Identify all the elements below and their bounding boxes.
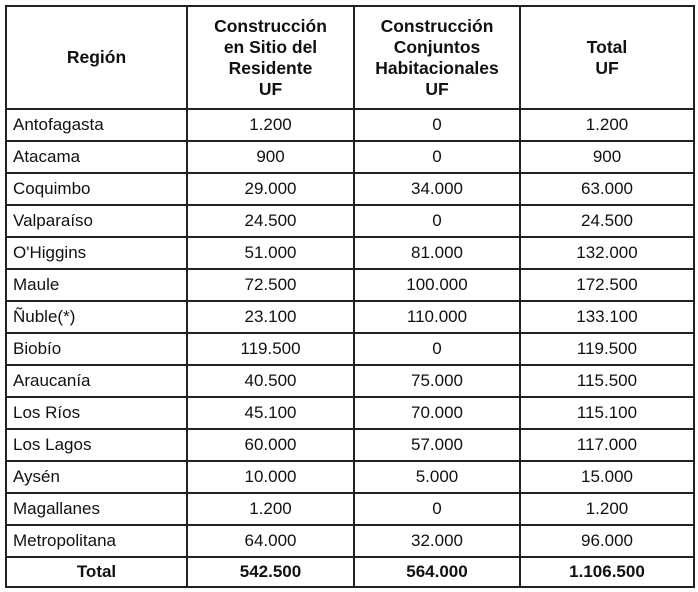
cell-region: Los Lagos [5, 428, 188, 462]
cell-region: Maule [5, 268, 188, 302]
table-row: Metropolitana 64.000 32.000 96.000 [5, 524, 695, 558]
cell-conjuntos: 0 [353, 140, 521, 174]
cell-sitio: 1.200 [186, 108, 355, 142]
cell-total: 15.000 [519, 460, 695, 494]
header-line: en Sitio del [223, 36, 318, 57]
cell-total: 96.000 [519, 524, 695, 558]
cell-region: Metropolitana [5, 524, 188, 558]
header-total: Total UF [519, 5, 695, 110]
cell-total: 132.000 [519, 236, 695, 270]
table-row: Ñuble(*) 23.100 110.000 133.100 [5, 300, 695, 334]
cell-sitio: 64.000 [186, 524, 355, 558]
cell-total: 133.100 [519, 300, 695, 334]
total-label: Total [5, 556, 188, 588]
cell-conjuntos: 81.000 [353, 236, 521, 270]
cell-sitio: 51.000 [186, 236, 355, 270]
header-conjuntos: Construcción Conjuntos Habitacionales UF [353, 5, 521, 110]
cell-sitio: 29.000 [186, 172, 355, 206]
cell-region: Aysén [5, 460, 188, 494]
header-sitio: Construcción en Sitio del Residente UF [186, 5, 355, 110]
cell-conjuntos: 70.000 [353, 396, 521, 430]
cell-sitio: 10.000 [186, 460, 355, 494]
cell-sitio: 45.100 [186, 396, 355, 430]
cell-conjuntos: 75.000 [353, 364, 521, 398]
cell-region: Antofagasta [5, 108, 188, 142]
header-line: Total [586, 36, 628, 57]
cell-conjuntos: 0 [353, 108, 521, 142]
cell-total: 115.100 [519, 396, 695, 430]
cell-total: 1.200 [519, 108, 695, 142]
cell-region: Valparaíso [5, 204, 188, 238]
cell-sitio: 24.500 [186, 204, 355, 238]
cell-total: 900 [519, 140, 695, 174]
table-row: Araucanía 40.500 75.000 115.500 [5, 364, 695, 398]
cell-conjuntos: 100.000 [353, 268, 521, 302]
total-sitio: 542.500 [186, 556, 355, 588]
cell-conjuntos: 32.000 [353, 524, 521, 558]
cell-conjuntos: 5.000 [353, 460, 521, 494]
cell-conjuntos: 0 [353, 332, 521, 366]
cell-region: O'Higgins [5, 236, 188, 270]
table-row: O'Higgins 51.000 81.000 132.000 [5, 236, 695, 270]
header-region: Región [5, 5, 188, 110]
header-line: UF [258, 78, 283, 99]
cell-total: 119.500 [519, 332, 695, 366]
cell-sitio: 60.000 [186, 428, 355, 462]
cell-region: Magallanes [5, 492, 188, 526]
total-total: 1.106.500 [519, 556, 695, 588]
cell-region: Ñuble(*) [5, 300, 188, 334]
table-row: Biobío 119.500 0 119.500 [5, 332, 695, 366]
header-line: Residente [228, 57, 313, 78]
cell-region: Atacama [5, 140, 188, 174]
cell-region: Biobío [5, 332, 188, 366]
table-row: Magallanes 1.200 0 1.200 [5, 492, 695, 526]
cell-region: Araucanía [5, 364, 188, 398]
table-row: Maule 72.500 100.000 172.500 [5, 268, 695, 302]
table-row: Atacama 900 0 900 [5, 140, 695, 174]
cell-conjuntos: 0 [353, 204, 521, 238]
cell-total: 172.500 [519, 268, 695, 302]
cell-region: Coquimbo [5, 172, 188, 206]
cell-conjuntos: 0 [353, 492, 521, 526]
cell-conjuntos: 57.000 [353, 428, 521, 462]
uf-by-region-table: Región Construcción en Sitio del Residen… [5, 5, 695, 588]
header-line: Conjuntos [393, 36, 481, 57]
cell-conjuntos: 110.000 [353, 300, 521, 334]
cell-sitio: 40.500 [186, 364, 355, 398]
cell-sitio: 900 [186, 140, 355, 174]
table-row: Coquimbo 29.000 34.000 63.000 [5, 172, 695, 206]
cell-sitio: 1.200 [186, 492, 355, 526]
header-line: Construcción [380, 15, 494, 36]
header-line: UF [425, 78, 449, 99]
cell-total: 115.500 [519, 364, 695, 398]
cell-conjuntos: 34.000 [353, 172, 521, 206]
cell-sitio: 72.500 [186, 268, 355, 302]
header-line: Habitacionales [375, 57, 499, 78]
cell-total: 63.000 [519, 172, 695, 206]
total-row: Total 542.500 564.000 1.106.500 [5, 556, 695, 588]
cell-total: 1.200 [519, 492, 695, 526]
header-line: Construcción [214, 15, 327, 36]
cell-total: 24.500 [519, 204, 695, 238]
cell-total: 117.000 [519, 428, 695, 462]
table-row: Aysén 10.000 5.000 15.000 [5, 460, 695, 494]
table-row: Valparaíso 24.500 0 24.500 [5, 204, 695, 238]
cell-sitio: 119.500 [186, 332, 355, 366]
table-row: Los Ríos 45.100 70.000 115.100 [5, 396, 695, 430]
cell-sitio: 23.100 [186, 300, 355, 334]
cell-region: Los Ríos [5, 396, 188, 430]
header-row: Región Construcción en Sitio del Residen… [5, 5, 695, 110]
total-conjuntos: 564.000 [353, 556, 521, 588]
header-line: UF [595, 57, 619, 78]
table-row: Antofagasta 1.200 0 1.200 [5, 108, 695, 142]
table-row: Los Lagos 60.000 57.000 117.000 [5, 428, 695, 462]
